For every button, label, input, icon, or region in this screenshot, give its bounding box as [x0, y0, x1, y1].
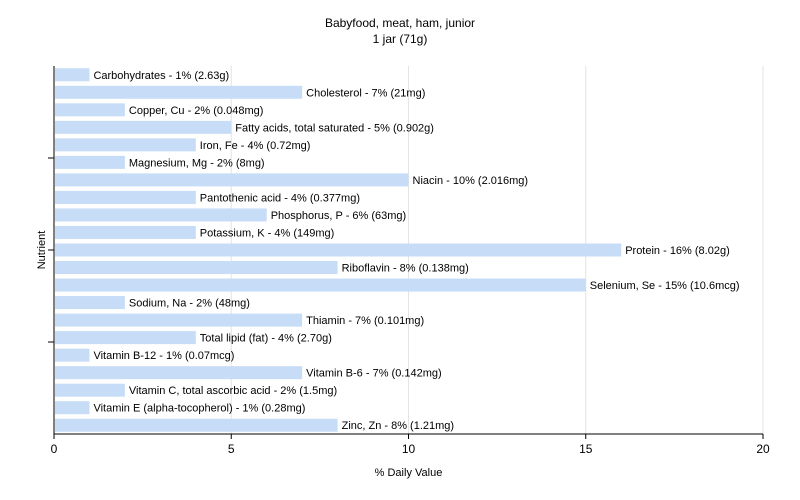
chart-subtitle: 1 jar (71g)	[372, 32, 428, 46]
bar-label: Niacin - 10% (2.016mg)	[413, 175, 529, 187]
bar-label: Thiamin - 7% (0.101mg)	[306, 315, 424, 327]
bar-label: Protein - 16% (8.02g)	[625, 245, 730, 257]
x-tick-label: 20	[756, 442, 770, 456]
bar	[55, 348, 90, 362]
bar-label: Carbohydrates - 1% (2.63g)	[93, 70, 229, 82]
bar	[55, 278, 586, 292]
bar-label: Total lipid (fat) - 4% (2.70g)	[200, 333, 332, 345]
bar	[55, 243, 622, 257]
bar	[55, 383, 125, 397]
bar	[55, 68, 90, 82]
bar	[55, 138, 196, 152]
bar	[55, 225, 196, 239]
bar	[55, 155, 125, 169]
axis-layer: 0 5 10 15 20	[48, 66, 770, 456]
chart-title: Babyfood, meat, ham, junior	[324, 16, 476, 30]
bar	[55, 120, 232, 134]
bar	[55, 103, 125, 117]
bar	[55, 208, 267, 222]
x-tick-label: 15	[579, 442, 593, 456]
bar-label: Sodium, Na - 2% (48mg)	[129, 298, 250, 310]
bar-label: Riboflavin - 8% (0.138mg)	[342, 263, 469, 275]
bar-label: Iron, Fe - 4% (0.72mg)	[200, 140, 311, 152]
bar-label: Phosphorus, P - 6% (63mg)	[271, 210, 407, 222]
bar	[55, 418, 338, 432]
bar-label: Magnesium, Mg - 2% (8mg)	[129, 157, 265, 169]
bar-layer: Carbohydrates - 1% (2.63g) Cholesterol - …	[55, 68, 740, 432]
bar-label: Pantothenic acid - 4% (0.377mg)	[200, 192, 360, 204]
bar-label: Copper, Cu - 2% (0.048mg)	[129, 105, 264, 117]
bar-label: Cholesterol - 7% (21mg)	[306, 87, 425, 99]
bar-label: Selenium, Se - 15% (10.6mcg)	[590, 280, 740, 292]
bar-label: Zinc, Zn - 8% (1.21mg)	[342, 420, 454, 432]
bar-label: Fatty acids, total saturated - 5% (0.902…	[235, 122, 434, 134]
bar-label: Vitamin B-12 - 1% (0.07mcg)	[93, 350, 234, 362]
bar	[55, 173, 409, 187]
bar	[55, 261, 338, 275]
bar	[55, 190, 196, 204]
bar	[55, 313, 303, 327]
x-tick-label: 5	[228, 442, 235, 456]
x-axis-title: % Daily Value	[375, 467, 443, 479]
bar	[55, 401, 90, 415]
bar-label: Vitamin B-6 - 7% (0.142mg)	[306, 368, 442, 380]
bar-label: Potassium, K - 4% (149mg)	[200, 227, 334, 239]
bar	[55, 85, 303, 99]
bar-label: Vitamin E (alpha-tocopherol) - 1% (0.28m…	[93, 403, 305, 415]
bar	[55, 331, 196, 345]
bar	[55, 366, 303, 380]
bar	[55, 296, 125, 310]
x-tick-label: 10	[402, 442, 416, 456]
x-tick-label: 0	[51, 442, 58, 456]
y-axis-title: Nutrient	[36, 231, 48, 270]
bar-label: Vitamin C, total ascorbic acid - 2% (1.5…	[129, 385, 337, 397]
chart-title-block: Babyfood, meat, ham, junior 1 jar (71g)	[0, 15, 800, 47]
